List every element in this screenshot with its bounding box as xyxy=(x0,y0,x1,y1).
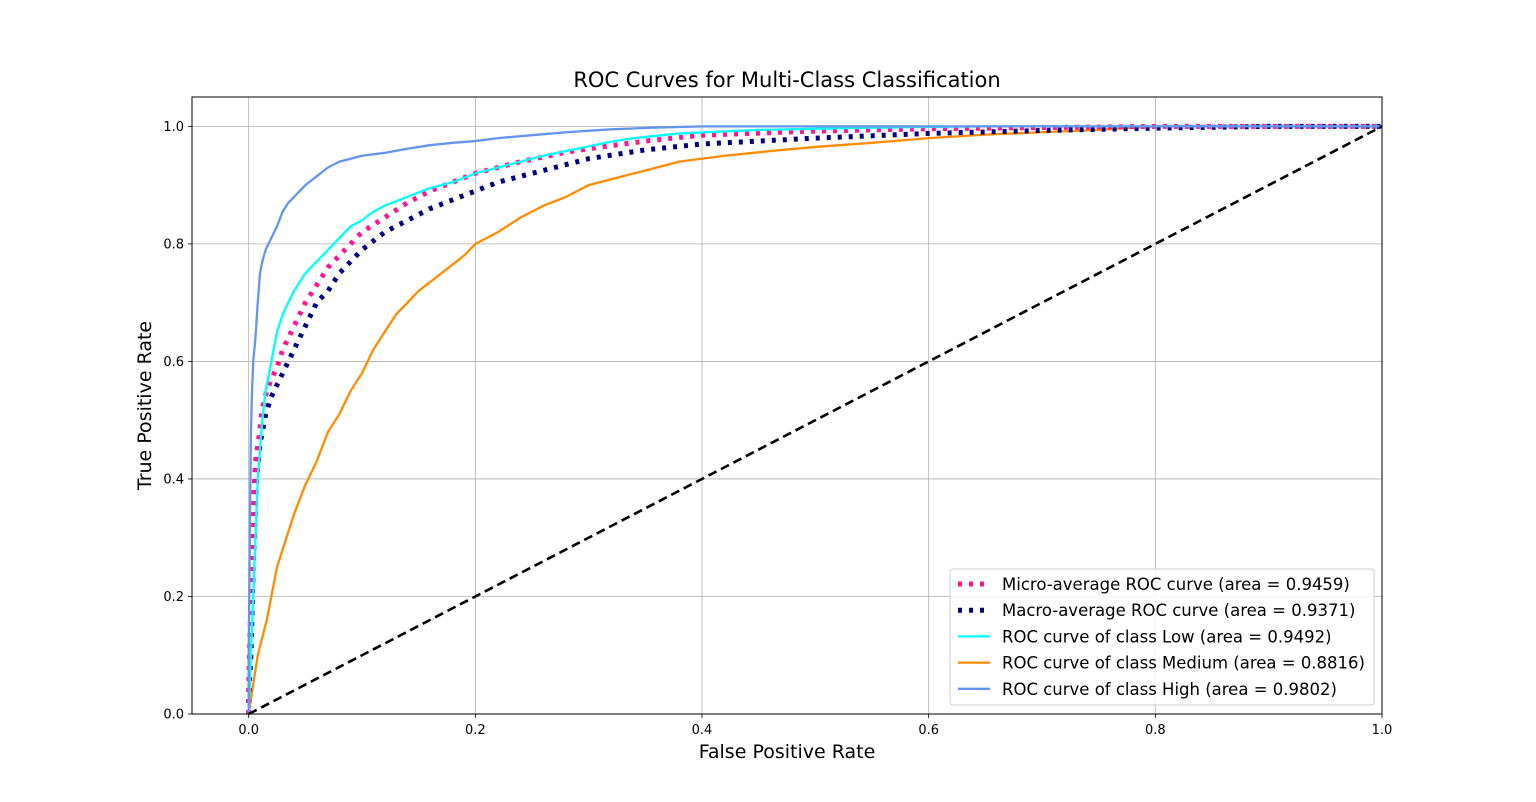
plot-series xyxy=(246,123,1383,716)
x-tick-label: 0.6 xyxy=(918,723,939,738)
y-tick-label: 0.0 xyxy=(163,708,184,723)
legend-box xyxy=(949,568,1375,706)
legend-label: Macro-average ROC curve (area = 0.9371) xyxy=(1002,601,1355,620)
x-tick-label: 1.0 xyxy=(1372,723,1393,738)
x-tick-label: 0.4 xyxy=(692,723,713,738)
chart-title: ROC Curves for Multi-Class Classificatio… xyxy=(573,68,1000,92)
series-line-4 xyxy=(247,125,1382,714)
series-line-3 xyxy=(247,125,1382,715)
series-line-2 xyxy=(247,125,1382,715)
y-tick-label: 0.2 xyxy=(163,590,184,605)
y-tick-label: 0.6 xyxy=(163,355,184,370)
legend-label: ROC curve of class High (area = 0.9802) xyxy=(1002,680,1337,699)
y-axis-title: True Positive Rate xyxy=(134,321,156,491)
x-axis-title: False Positive Rate xyxy=(699,741,876,763)
x-tick-label: 0.8 xyxy=(1145,723,1166,738)
x-tick-label: 0.0 xyxy=(238,723,259,738)
legend-label: ROC curve of class Medium (area = 0.8816… xyxy=(1002,654,1365,673)
legend: Micro-average ROC curve (area = 0.9459) M… xyxy=(949,568,1375,706)
y-tick-label: 0.8 xyxy=(163,237,184,252)
y-tick-label: 0.4 xyxy=(163,472,184,487)
legend-label: Micro-average ROC curve (area = 0.9459) xyxy=(1002,575,1350,594)
axis-ticks: 0.0 0.2 0.4 0.6 0.8 1.0 0.0 0.2 0.4 0.6 0.8 1.0 xyxy=(163,120,1392,738)
plot-frame xyxy=(191,96,1383,715)
y-tick-label: 1.0 xyxy=(163,120,184,135)
legend-label: ROC curve of class Low (area = 0.9492) xyxy=(1002,627,1332,646)
chance-diagonal-line xyxy=(248,125,1383,716)
x-tick-label: 0.2 xyxy=(465,723,486,738)
